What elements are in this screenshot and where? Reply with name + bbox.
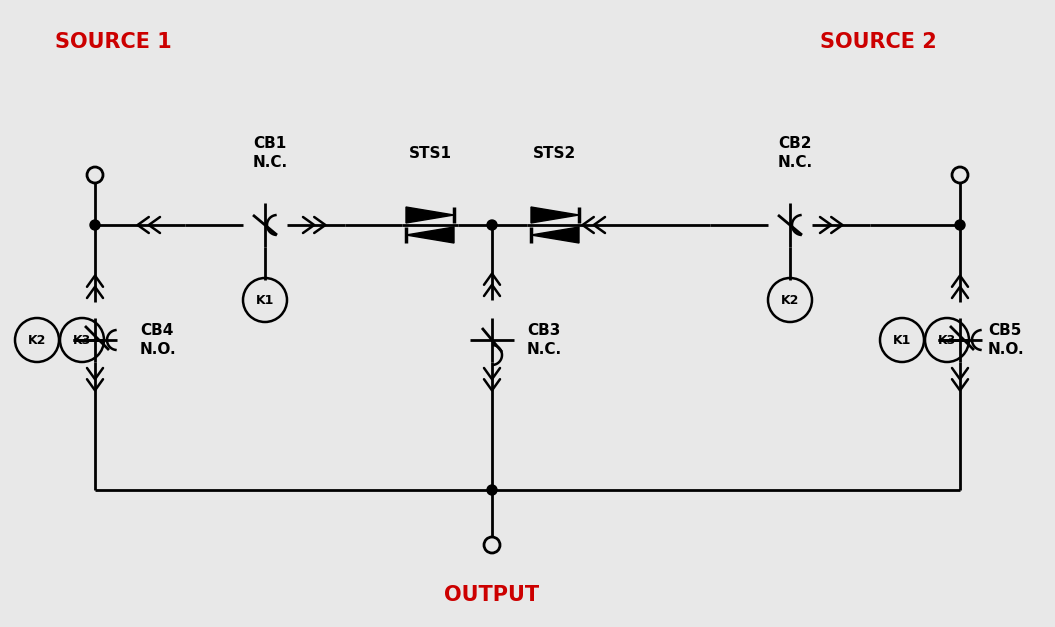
Text: K3: K3 — [73, 334, 91, 347]
Text: CB2
N.C.: CB2 N.C. — [778, 136, 812, 170]
Text: OUTPUT: OUTPUT — [444, 585, 539, 605]
Circle shape — [487, 220, 497, 230]
Text: STS1: STS1 — [408, 145, 452, 161]
Text: CB1
N.C.: CB1 N.C. — [252, 136, 288, 170]
Text: STS2: STS2 — [534, 145, 577, 161]
Circle shape — [487, 485, 497, 495]
Text: SOURCE 2: SOURCE 2 — [820, 32, 937, 52]
Circle shape — [90, 220, 100, 230]
Text: CB5
N.O.: CB5 N.O. — [987, 323, 1024, 357]
Text: CB4
N.O.: CB4 N.O. — [140, 323, 176, 357]
Text: SOURCE 1: SOURCE 1 — [55, 32, 172, 52]
Polygon shape — [531, 207, 579, 223]
Text: K2: K2 — [27, 334, 46, 347]
Polygon shape — [406, 227, 454, 243]
Polygon shape — [406, 207, 454, 223]
Text: K3: K3 — [938, 334, 956, 347]
Polygon shape — [531, 227, 579, 243]
Circle shape — [955, 220, 965, 230]
Text: K2: K2 — [781, 293, 800, 307]
Text: K1: K1 — [893, 334, 912, 347]
Text: CB3
N.C.: CB3 N.C. — [528, 323, 562, 357]
Text: K1: K1 — [255, 293, 274, 307]
